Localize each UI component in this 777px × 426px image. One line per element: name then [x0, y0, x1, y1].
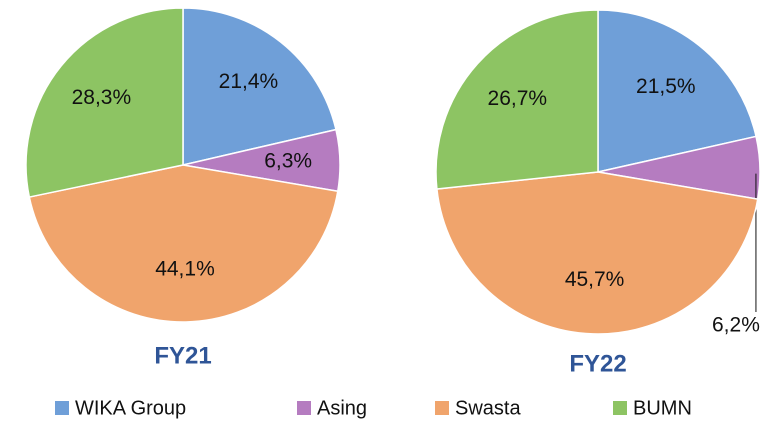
data-label: 28,3%: [72, 86, 132, 109]
data-label: 26,7%: [488, 87, 548, 110]
legend-label: Asing: [317, 397, 367, 419]
data-label: 21,5%: [636, 75, 696, 98]
data-label: 21,4%: [219, 70, 279, 93]
pie-slice: [25, 7, 184, 198]
pie-slice: [597, 9, 757, 173]
data-label: 45,7%: [565, 268, 625, 291]
legend-label: Swasta: [455, 397, 521, 419]
pie-slice: [182, 7, 337, 166]
chart-title: FY22: [569, 350, 626, 377]
legend-label: BUMN: [633, 397, 692, 419]
data-label: 6,3%: [264, 149, 312, 172]
legend-label: WIKA Group: [75, 397, 186, 419]
data-label: 44,1%: [155, 258, 215, 281]
pie-slice: [435, 9, 599, 190]
legend-swatch: [613, 401, 627, 415]
pie-slice: [436, 171, 759, 335]
legend-swatch: [297, 401, 311, 415]
data-label: 6,2%: [712, 314, 760, 337]
legend-swatch: [55, 401, 69, 415]
pie-slice: [28, 164, 339, 323]
legend-swatch: [435, 401, 449, 415]
chart-title: FY21: [154, 342, 211, 369]
